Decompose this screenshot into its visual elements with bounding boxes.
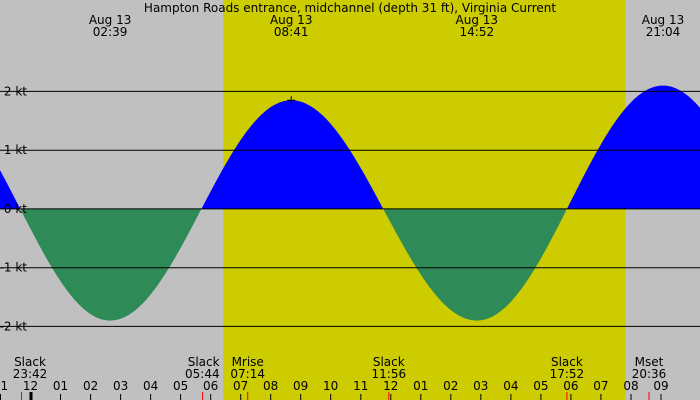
gridline-layer (0, 90, 700, 327)
extreme-time-label: 14:52 (460, 25, 495, 39)
x-tick-label: 09 (293, 379, 308, 393)
event-time-label: 17:52 (550, 367, 585, 381)
x-tick-label: 06 (203, 379, 218, 393)
x-tick-label: 07 (593, 379, 608, 393)
extreme-date-label: Aug 13 (456, 13, 499, 27)
y-tick-label: 0 kt (4, 202, 27, 216)
x-tick-label: 02 (443, 379, 458, 393)
max-marker-layer (287, 96, 296, 105)
event-time-label: 11:56 (372, 367, 407, 381)
event-label: Slack (14, 355, 46, 369)
y-tick-label: -1 kt (0, 261, 27, 275)
x-axis-layer: 11 12 01 02 03 04 05 06 07 08 09 10 11 12 01 02 03 04 05 06… (0, 379, 669, 400)
flood-current-area (567, 85, 700, 209)
event-label: Mset (635, 355, 664, 369)
event-time-label: 05:44 (185, 367, 220, 381)
y-tick-label: -2 kt (0, 319, 27, 333)
x-tick-label: 01 (53, 379, 68, 393)
event-label: Slack (373, 355, 405, 369)
now-marker (29, 392, 33, 400)
max-current-marker (287, 96, 296, 105)
y-tick-label: 1 kt (4, 143, 27, 157)
event-label: Slack (551, 355, 583, 369)
x-tick-label: 11 (0, 379, 8, 393)
x-tick-label: 03 (113, 379, 128, 393)
flood-current-area (0, 170, 20, 209)
extreme-time-label: 02:39 (93, 25, 128, 39)
flood-current-area (202, 100, 383, 209)
current-area-layer (0, 85, 700, 321)
extreme-date-label: Aug 13 (642, 13, 685, 27)
x-tick-label: 03 (473, 379, 488, 393)
event-time-label: 23:42 (13, 367, 48, 381)
x-tick-label: 11 (353, 379, 368, 393)
event-label: Mrise (232, 355, 264, 369)
x-tick-label: 12 (383, 379, 398, 393)
x-tick-label: 09 (653, 379, 668, 393)
x-tick-label: 08 (623, 379, 638, 393)
ebb-current-area (21, 208, 201, 321)
x-tick-label: 05 (173, 379, 188, 393)
x-tick-label: 04 (143, 379, 158, 393)
extreme-date-label: Aug 13 (270, 13, 313, 27)
extreme-time-label: 08:41 (274, 25, 309, 39)
extreme-time-label: 21:04 (646, 25, 681, 39)
x-tick-label: 04 (503, 379, 518, 393)
event-time-label: 07:14 (230, 367, 265, 381)
ebb-current-area (384, 208, 566, 321)
x-tick-label: 08 (263, 379, 278, 393)
x-tick-label: 10 (323, 379, 338, 393)
event-label-layer: Slack23:42Slack05:44Mrise07:14Slack11:56… (13, 355, 667, 400)
chart-title: Hampton Roads entrance, midchannel (dept… (144, 1, 556, 15)
y-tick-label-layer: 2 kt 1 kt 0 kt -1 kt -2 kt (0, 84, 27, 333)
extreme-date-label: Aug 13 (89, 13, 132, 27)
event-label: Slack (188, 355, 220, 369)
x-tick-label: 06 (563, 379, 578, 393)
x-tick-label: 02 (83, 379, 98, 393)
x-tick-label: 05 (533, 379, 548, 393)
y-tick-label: 2 kt (4, 84, 27, 98)
x-tick-label: 12 (23, 379, 38, 393)
x-tick-label: 01 (413, 379, 428, 393)
event-time-label: 20:36 (632, 367, 667, 381)
x-tick-label: 07 (233, 379, 248, 393)
